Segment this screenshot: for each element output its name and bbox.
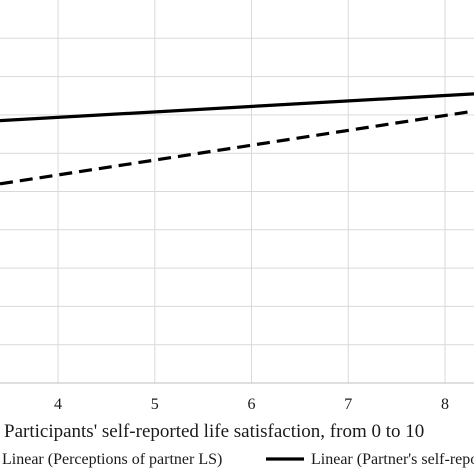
series-line-1 [0,109,474,186]
x-axis-title: Participants' self-reported life satisfa… [4,421,424,442]
x-tick-label: 5 [151,396,159,413]
x-tick-labels: 4 5 6 7 8 [54,396,449,413]
legend: Linear (Perceptions of partner LS) Linear… [2,451,474,468]
legend-label-2: Linear (Partner's self-reported LS) [311,451,474,468]
x-tick-label: 4 [54,396,62,413]
series-line-2 [0,92,474,123]
gridlines [0,0,474,384]
x-tick-label: 8 [441,396,449,413]
legend-label-1: Linear (Perceptions of partner LS) [2,451,222,468]
x-tick-label: 7 [344,396,352,413]
series-layer [0,92,474,186]
x-tick-label: 6 [248,396,256,413]
